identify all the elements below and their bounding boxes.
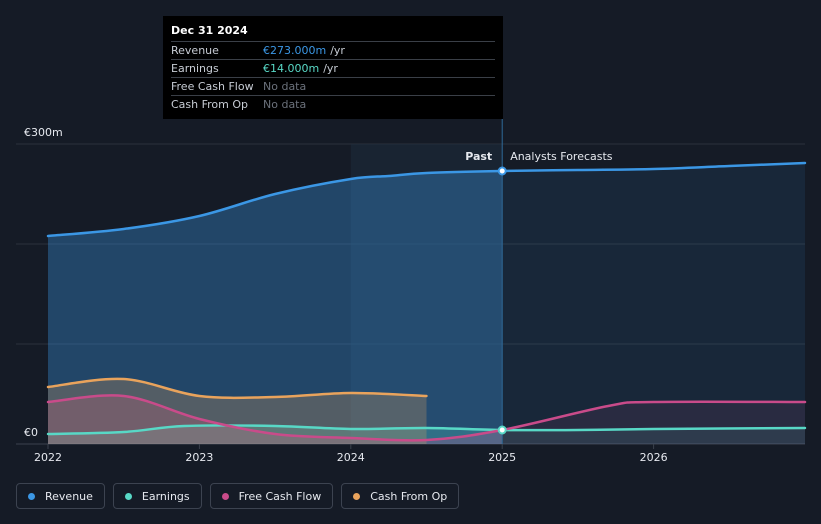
tooltip-row-value: No data bbox=[263, 98, 307, 111]
revenue-line bbox=[46, 161, 807, 238]
legend-label: Revenue bbox=[45, 489, 93, 503]
earnings-line bbox=[46, 424, 807, 436]
legend-item-earnings[interactable]: Earnings bbox=[112, 483, 202, 509]
tooltip-row-label: Earnings bbox=[171, 62, 219, 75]
x-tick-label: 2023 bbox=[185, 451, 213, 464]
tooltip-row: Revenue €273.000m/yr bbox=[171, 41, 495, 59]
tooltip-date: Dec 31 2024 bbox=[171, 24, 248, 37]
tooltip-row: Earnings €14.000m/yr bbox=[171, 59, 495, 77]
revenue-forecast-area bbox=[502, 163, 805, 444]
legend-item-cash-from-op[interactable]: Cash From Op bbox=[341, 483, 460, 509]
tooltip-row-value: €14.000m bbox=[263, 62, 320, 75]
x-tick-label: 2025 bbox=[488, 451, 516, 464]
earnings-marker bbox=[497, 425, 507, 435]
free-cash-flow-line bbox=[46, 394, 807, 442]
tooltip-row-value: €273.000m bbox=[263, 44, 327, 57]
free-cash-flow-forecast-area bbox=[502, 401, 805, 444]
earnings-forecast-area bbox=[502, 428, 805, 444]
legend-item-free-cash-flow[interactable]: Free Cash Flow bbox=[209, 483, 334, 509]
legend-dot-icon bbox=[124, 492, 132, 500]
legend-dot-icon bbox=[221, 492, 229, 500]
tooltip-row-label: Cash From Op bbox=[171, 98, 249, 111]
tooltip-row-value: No data bbox=[263, 80, 307, 93]
legend-dot-icon bbox=[353, 492, 361, 500]
y-axis-top-label: €300m bbox=[24, 126, 63, 139]
series-lines bbox=[46, 161, 807, 442]
revenue-marker bbox=[497, 166, 507, 176]
tooltip-row-label: Revenue bbox=[171, 44, 219, 57]
x-axis-ticks: 2022 2023 2024 2025 2026 bbox=[34, 444, 668, 464]
revenue-area bbox=[48, 171, 503, 444]
legend-label: Cash From Op bbox=[370, 489, 448, 503]
legend-label: Earnings bbox=[141, 489, 190, 503]
legend-dot-icon bbox=[28, 492, 35, 500]
tooltip-row-label: Free Cash Flow bbox=[171, 80, 254, 93]
tooltip-row-unit: /yr bbox=[330, 44, 345, 57]
past-label: Past bbox=[465, 150, 492, 163]
legend-item-revenue[interactable]: Revenue bbox=[16, 483, 105, 509]
hover-markers bbox=[497, 166, 507, 435]
data-tooltip: Dec 31 2024 Revenue €273.000m/yr Earnings €… bbox=[163, 16, 503, 119]
legend-label: Free Cash Flow bbox=[238, 489, 322, 503]
x-tick-label: 2024 bbox=[337, 451, 365, 464]
tooltip-row: Cash From Op No data bbox=[171, 95, 495, 113]
x-tick-label: 2022 bbox=[34, 451, 62, 464]
tooltip-row: Free Cash Flow No data bbox=[171, 77, 495, 95]
forecast-label: Analysts Forecasts bbox=[510, 150, 613, 163]
tooltip-row-unit: /yr bbox=[323, 62, 338, 75]
cash-from-op-line bbox=[46, 377, 428, 400]
y-axis-bottom-label: €0 bbox=[24, 426, 38, 439]
x-tick-label: 2026 bbox=[640, 451, 668, 464]
legend: Revenue Earnings Free Cash Flow Cash From O… bbox=[16, 483, 460, 509]
